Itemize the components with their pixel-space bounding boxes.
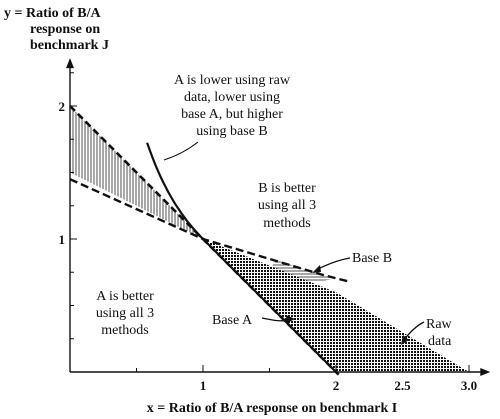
mixed-region-text-1: A is lower using raw bbox=[174, 73, 291, 88]
x-axis-arrow-icon bbox=[480, 368, 491, 376]
y-axis-title-line-1: y = Ratio of B/A bbox=[4, 6, 102, 21]
x-axis-title: x = Ratio of B/A response on benchmark I bbox=[147, 401, 397, 416]
a-better-text-3: methods bbox=[101, 323, 148, 338]
mixed-region-text-2: data, lower using bbox=[184, 90, 280, 105]
raw-data-label-1: Raw bbox=[426, 317, 453, 332]
x-tick-label: 2 bbox=[333, 378, 340, 393]
base-b-arrowhead-icon bbox=[312, 265, 321, 273]
x-tick-label: 3.0 bbox=[461, 378, 477, 393]
raw-data-arrowhead-icon bbox=[401, 335, 409, 345]
b-better-text-1: B is better bbox=[258, 181, 316, 196]
y-axis-arrow-icon bbox=[66, 58, 74, 69]
base-a-label: Base A bbox=[212, 313, 253, 328]
axis-minor-ticks bbox=[70, 72, 470, 372]
base-a-curve bbox=[146, 142, 337, 373]
y-axis-title-line-2: response on bbox=[30, 22, 100, 37]
y-tick-label: 1 bbox=[59, 232, 66, 247]
y-axis-title-line-3: benchmark J bbox=[30, 38, 109, 53]
a-better-text-1: A is better bbox=[96, 289, 154, 304]
base-b-pointer-icon bbox=[315, 257, 351, 271]
y-tick-label: 2 bbox=[59, 99, 66, 114]
raw-data-label-2: data bbox=[428, 334, 452, 349]
x-tick-label: 1 bbox=[200, 378, 207, 393]
x-tick-label: 2.5 bbox=[394, 378, 411, 393]
a-better-text-2: using all 3 bbox=[96, 306, 154, 321]
b-better-text-2: using all 3 bbox=[258, 198, 316, 213]
base-b-label: Base B bbox=[352, 251, 392, 266]
mixed-region-pointer-icon bbox=[163, 141, 199, 161]
base-a-arrowhead-icon bbox=[286, 315, 295, 323]
base-b-line bbox=[69, 178, 350, 283]
b-better-text-3: methods bbox=[263, 216, 310, 231]
mixed-region-text-3: base A, but higher bbox=[181, 107, 283, 122]
region-between-base-a-and-raw bbox=[203, 239, 469, 372]
mixed-region-text-4: using base B bbox=[196, 124, 268, 139]
